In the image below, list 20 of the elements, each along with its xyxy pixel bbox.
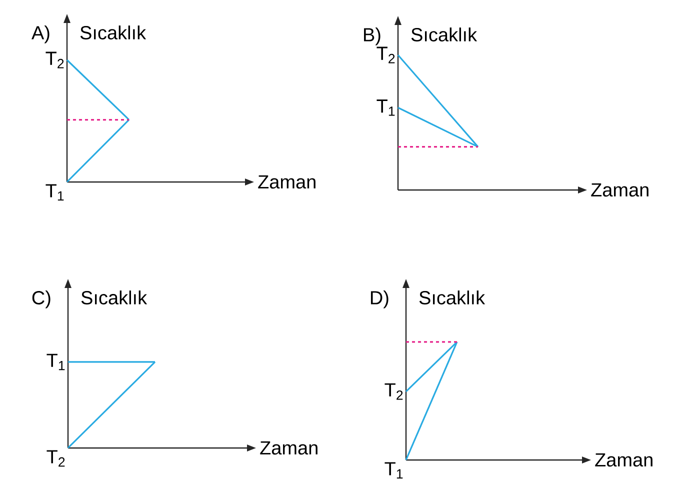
x-axis-title: Zaman xyxy=(260,441,318,455)
y-axis-title: Sıcaklık xyxy=(411,28,478,42)
text: T$_{2}$ xyxy=(46,450,65,467)
chart-title: C) xyxy=(32,290,50,308)
x-axis-title: Zaman xyxy=(591,183,648,197)
text: T$_{1}$ xyxy=(46,354,65,370)
y-axis-title: Sıcaklık xyxy=(81,290,148,304)
x-axis-title: Zaman xyxy=(258,175,316,189)
text: T$_{1}$ xyxy=(384,462,403,478)
chart-title: A) xyxy=(32,26,50,44)
text: T$_{2}$ xyxy=(376,46,395,64)
x-axis-title: Zaman xyxy=(595,453,652,467)
annotation: T$_{2}$ xyxy=(384,383,403,400)
text: T$_{1}$ xyxy=(376,100,395,116)
annotation: T$_{2}$ xyxy=(46,52,64,68)
y-axis-title: Sıcaklık xyxy=(419,290,486,304)
y-axis-title: Sıcaklık xyxy=(80,26,146,40)
chart-title: D) xyxy=(370,290,388,308)
chart-title: B) xyxy=(364,28,380,46)
text: T$_{1}$ xyxy=(46,184,64,200)
